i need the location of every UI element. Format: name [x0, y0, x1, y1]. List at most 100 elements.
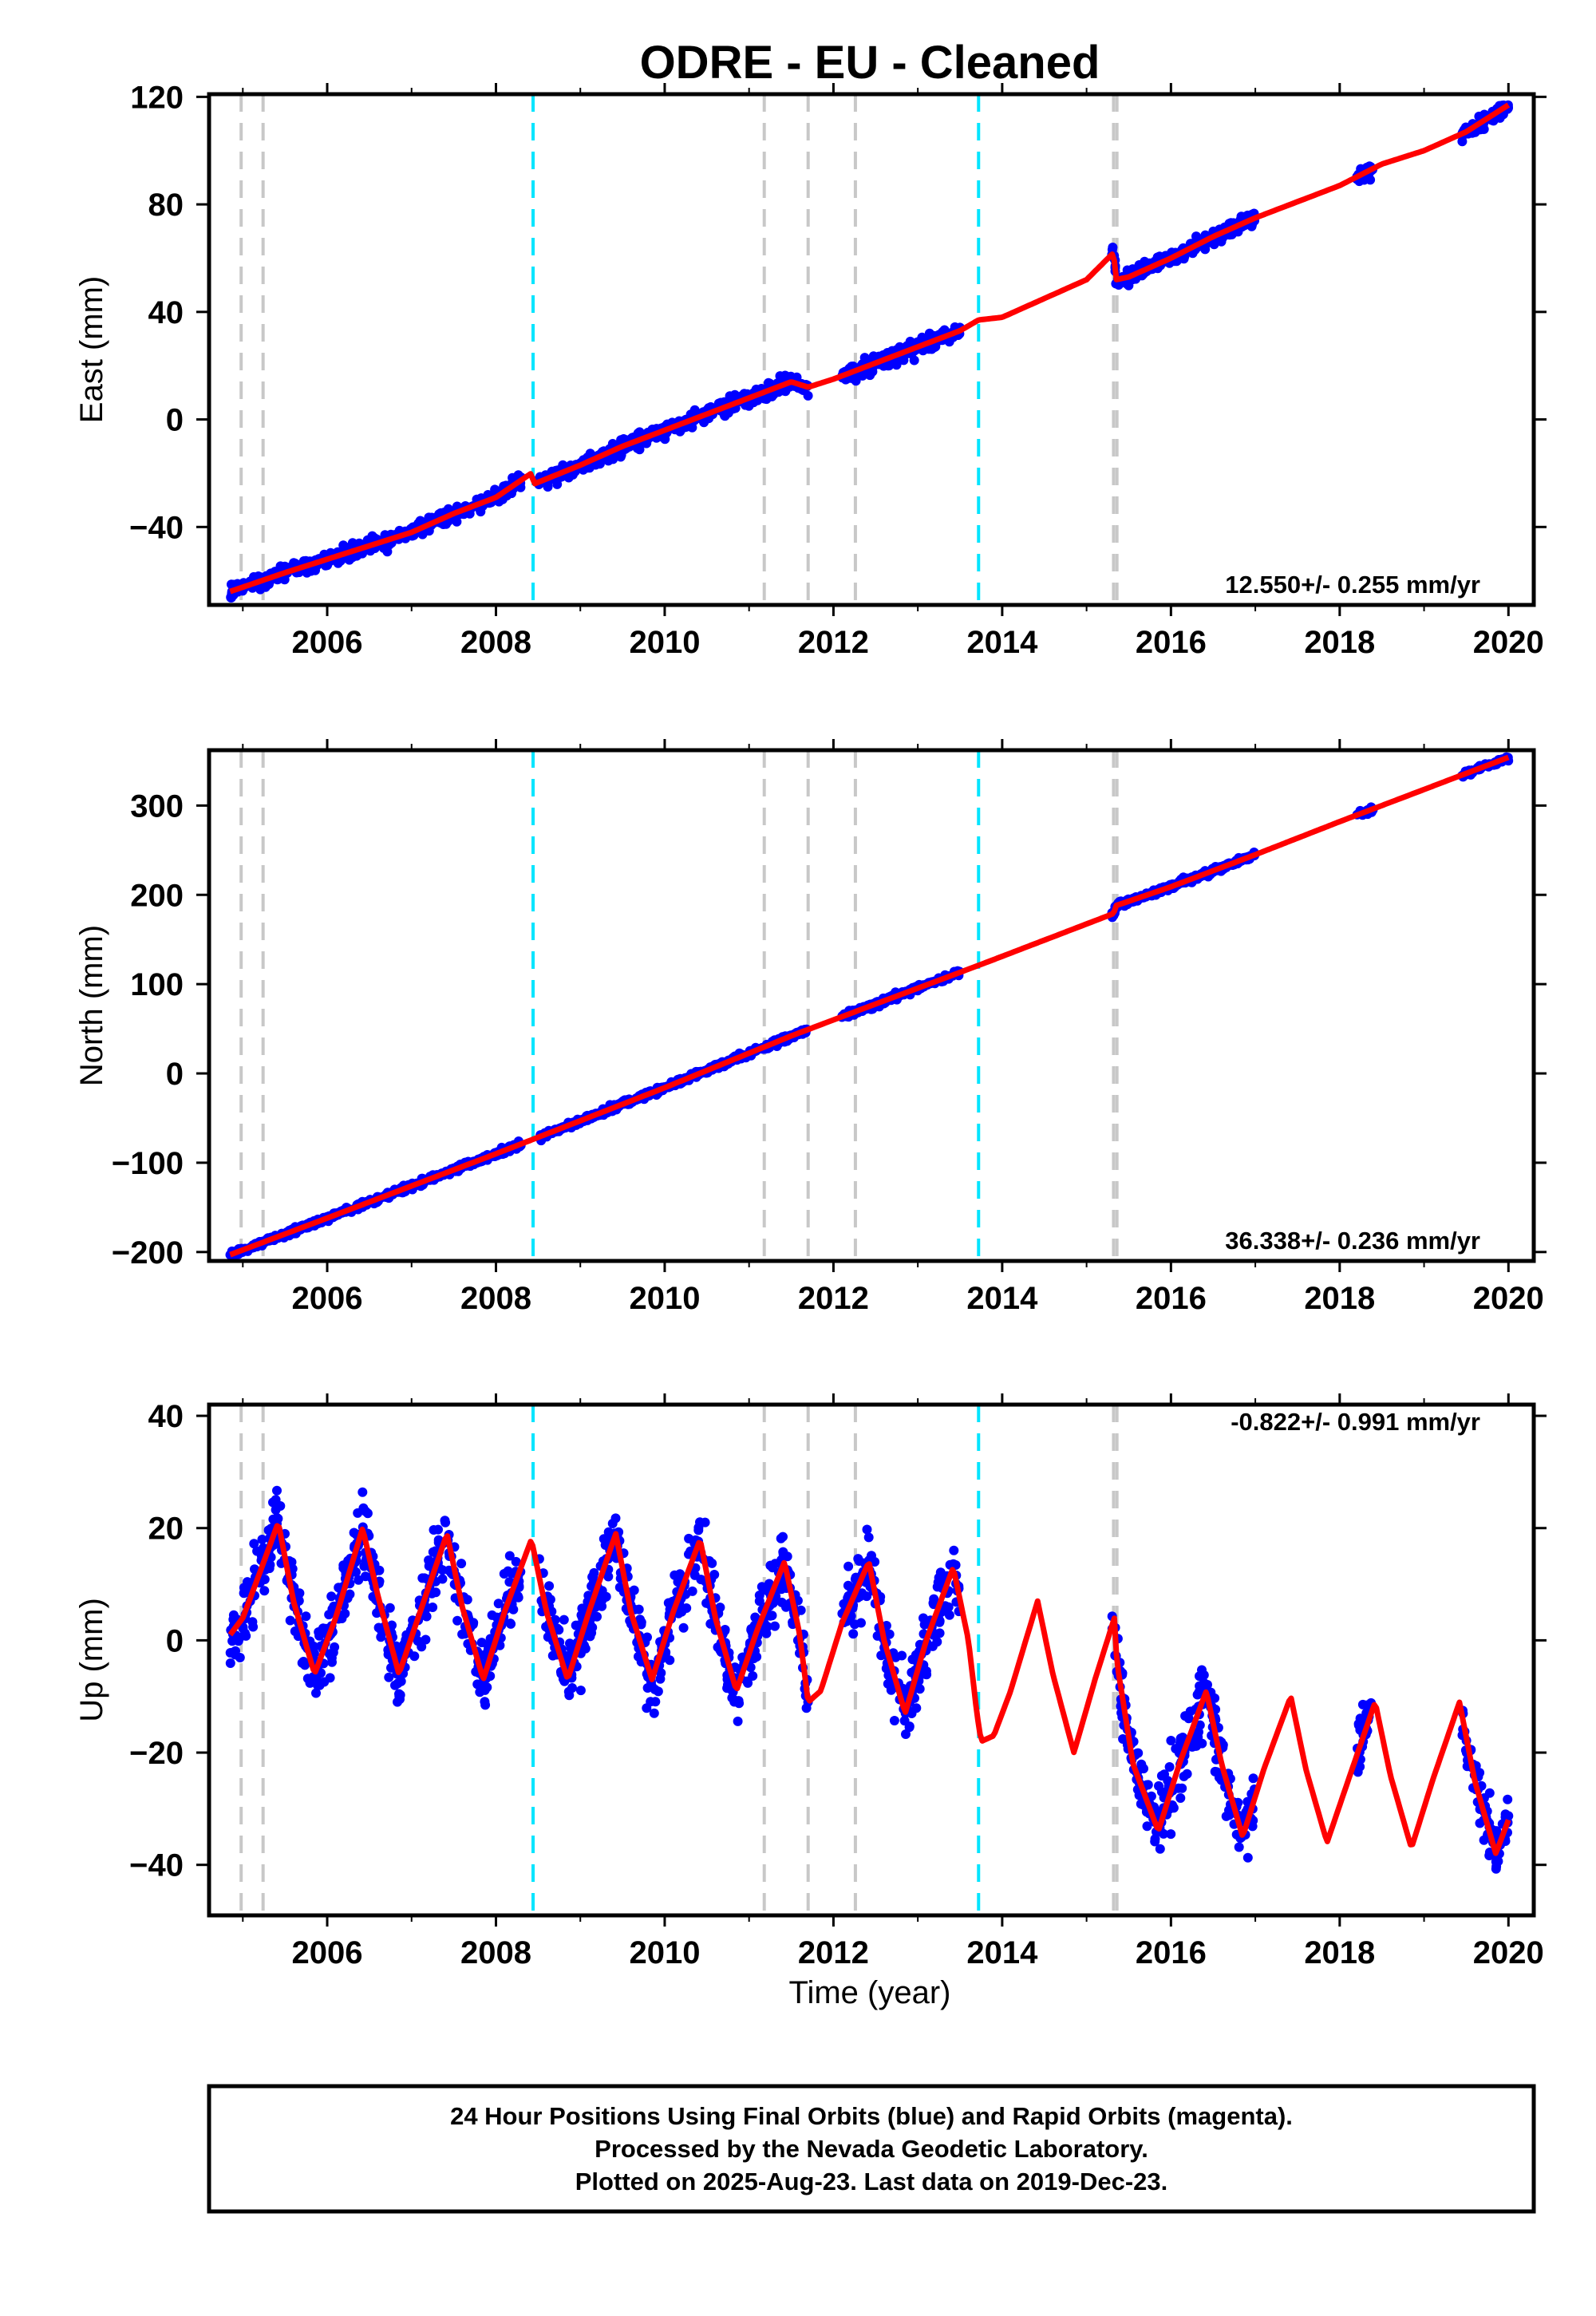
observation-point [607, 1519, 618, 1528]
observation-point [642, 1703, 652, 1713]
observation-point [428, 1603, 438, 1612]
observation-point [587, 1572, 598, 1582]
observation-point [1177, 1783, 1187, 1793]
observation-point [709, 1570, 720, 1579]
observation-point [1248, 1773, 1258, 1784]
footer-line-2: Processed by the Nevada Geodetic Laborat… [595, 2135, 1148, 2163]
y-tick-label: −20 [129, 1736, 184, 1771]
observation-point [889, 1716, 899, 1725]
x-tick-label: 2006 [292, 1281, 363, 1316]
y-axis-label: North (mm) [74, 925, 109, 1086]
observation-point [696, 1575, 706, 1585]
observation-point [944, 1610, 954, 1620]
observation-point [1495, 113, 1505, 123]
observation-point [1155, 1844, 1165, 1854]
observation-point [1234, 1842, 1244, 1852]
observation-point [642, 1683, 653, 1693]
panel-north: 2006 2008 2010 2012 2014 2016 2018 2020 −200 −100… [74, 739, 1547, 1316]
observation-point [248, 1622, 259, 1632]
y-tick-label: 200 [130, 878, 184, 913]
observation-point [854, 1556, 864, 1566]
observation-point [856, 1618, 866, 1628]
observation-point [897, 1650, 907, 1661]
y-tick-label: 0 [166, 1057, 184, 1092]
observation-point [843, 1580, 853, 1591]
observation-point [362, 1508, 373, 1519]
observation-point [298, 1657, 309, 1666]
observation-point [472, 1679, 483, 1690]
observation-point [1491, 1863, 1501, 1874]
observation-point [1171, 1744, 1181, 1754]
observation-point [311, 1688, 321, 1698]
observation-point [575, 1686, 586, 1696]
observation-point [909, 355, 919, 366]
observation-point [280, 561, 290, 571]
y-tick-label: 100 [130, 967, 184, 1002]
observation-point [653, 1686, 663, 1697]
observation-point [585, 1631, 595, 1642]
observation-point [1353, 1719, 1364, 1729]
observation-point [1139, 1764, 1148, 1774]
observation-point [1197, 1738, 1207, 1749]
observation-point [1154, 1780, 1163, 1791]
observation-point [851, 376, 861, 386]
y-tick-label: 40 [148, 1399, 184, 1434]
y-axis-label: East (mm) [74, 276, 109, 423]
observation-point [1211, 1767, 1222, 1777]
panel-east: 2006 2008 2010 2012 2014 2016 2018 2020 −40 0 40 80… [74, 80, 1547, 660]
observation-point [272, 1485, 282, 1496]
x-tick-label: 2008 [460, 1281, 531, 1316]
observation-point [506, 1618, 516, 1629]
observation-point [559, 1614, 569, 1625]
observation-point [734, 1698, 745, 1709]
observation-point [743, 1678, 753, 1688]
x-tick-label: 2012 [798, 1935, 869, 1970]
plot-frame [207, 1402, 1536, 1918]
y-tick-label: 20 [148, 1512, 184, 1547]
x-tick-label: 2018 [1304, 1281, 1375, 1316]
observation-point [499, 1569, 509, 1579]
y-tick-label: 120 [130, 80, 184, 115]
y-tick-label: 300 [130, 788, 184, 824]
x-tick-label: 2008 [460, 625, 531, 660]
observation-point [1166, 1736, 1176, 1745]
observation-point [437, 1574, 448, 1584]
observation-point [1142, 1821, 1152, 1832]
observation-point [544, 1581, 555, 1591]
panel-up: 2006 2008 2010 2012 2014 2016 2018 2020 −40 −20 0 2… [74, 1393, 1547, 1970]
observation-point [801, 1703, 812, 1713]
observation-point [670, 1570, 680, 1580]
observation-point [949, 1545, 959, 1555]
observation-point [480, 1685, 490, 1695]
observation-point [330, 1642, 340, 1652]
rate-annotation: 12.550+/- 0.255 mm/yr [1225, 571, 1480, 599]
observation-point [433, 1524, 443, 1535]
observation-point [271, 1495, 281, 1505]
observation-point [235, 1653, 245, 1662]
y-tick-label: 80 [148, 188, 184, 223]
observation-point [935, 1567, 946, 1578]
observation-point [607, 439, 618, 449]
observation-point [629, 1585, 639, 1595]
rate-annotation: 36.338+/- 0.236 mm/yr [1225, 1227, 1480, 1255]
observation-point [1182, 1769, 1192, 1779]
observation-point [271, 1504, 281, 1515]
observation-point [1503, 1794, 1513, 1804]
x-tick-label: 2016 [1136, 1935, 1207, 1970]
observation-point [417, 1573, 428, 1583]
observation-point [347, 552, 358, 563]
x-tick-label: 2014 [966, 1935, 1038, 1970]
observation-point [393, 1678, 403, 1689]
observation-point [768, 1563, 778, 1573]
observation-point [552, 479, 563, 489]
observation-point [476, 507, 486, 517]
observation-point [843, 1561, 854, 1571]
observation-point [693, 1523, 704, 1533]
observation-point [373, 1622, 384, 1633]
observation-point [301, 1611, 311, 1622]
footer-line-3: Plotted on 2025-Aug-23. Last data on 201… [575, 2168, 1168, 2195]
observation-point [476, 1638, 487, 1648]
observation-point [707, 1558, 717, 1568]
observation-point [848, 1629, 859, 1639]
observation-point [1199, 1670, 1209, 1680]
